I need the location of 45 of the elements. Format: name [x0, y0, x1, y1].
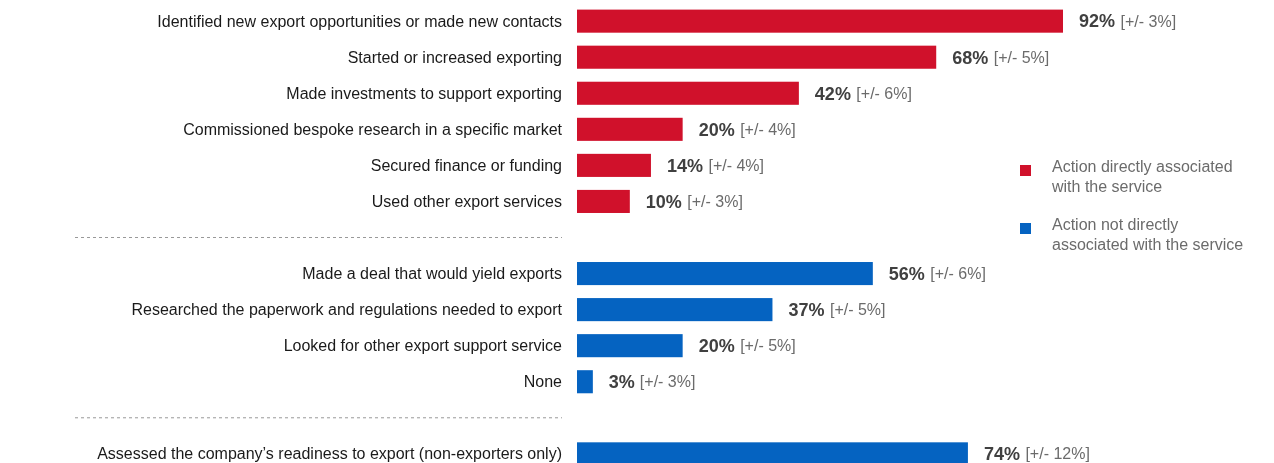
- annotation: [+/- 5%]: [993, 48, 1050, 66]
- bar: [577, 81, 799, 105]
- annotation: [+/- 4%]: [708, 156, 765, 174]
- data-label: 42%: [814, 83, 851, 104]
- data-label: 14%: [666, 155, 703, 176]
- y-tick-label: Made investments to support exporting: [286, 84, 562, 102]
- bar: [577, 117, 683, 141]
- annotation: [+/- 5%]: [829, 301, 886, 319]
- annotation: [+/- 6%]: [930, 265, 986, 283]
- legend-label: Action directly associated with the service: [1051, 158, 1233, 195]
- bar: [577, 189, 630, 213]
- y-tick-label: Looked for other export support service: [283, 337, 563, 355]
- annotation: [+/- 4%]: [740, 120, 796, 138]
- annotation: [+/- 6%]: [856, 84, 912, 102]
- data-label: 3%: [608, 372, 635, 393]
- y-tick-label: Identified new export opportunities or made new contacts: [157, 12, 562, 30]
- bar: [577, 370, 593, 394]
- annotation: [+/- 12%]: [1025, 445, 1090, 463]
- y-tick-label: Researched the paperwork and regulations needed to export: [131, 301, 563, 319]
- data-label: 92%: [1079, 11, 1116, 32]
- y-tick-label: Started or increased exporting: [347, 48, 562, 66]
- bar: [577, 298, 773, 322]
- bar: [577, 262, 873, 286]
- bar: [577, 9, 1063, 33]
- bar: [577, 153, 651, 177]
- data-label: 37%: [788, 299, 825, 320]
- data-label: 56%: [888, 263, 925, 284]
- data-label: 10%: [645, 191, 682, 212]
- data-label: 74%: [983, 444, 1020, 463]
- data-label: 20%: [698, 335, 735, 356]
- bar: [577, 45, 937, 69]
- y-tick-label: None: [523, 373, 563, 391]
- y-tick-label: Commissioned bespoke research in a specific market: [183, 120, 563, 138]
- annotation: [+/- 5%]: [740, 337, 796, 355]
- text: [+/- 3%]: [1120, 12, 1177, 30]
- y-tick-label: Assessed the company’s readiness to export (non-exporters only): [97, 445, 562, 463]
- data-label: 68%: [952, 47, 989, 68]
- y-tick-label: Made a deal that would yield exports: [302, 265, 562, 283]
- annotation: [+/- 3%]: [639, 373, 696, 391]
- y-tick-label: Used other export services: [371, 193, 562, 211]
- legend-label: Action not directly associated with the service: [1052, 216, 1244, 253]
- bar: [577, 334, 683, 358]
- data-label: 20%: [698, 119, 735, 140]
- y-tick-label: Secured finance or funding: [370, 156, 562, 174]
- annotation: [+/- 3%]: [687, 193, 743, 211]
